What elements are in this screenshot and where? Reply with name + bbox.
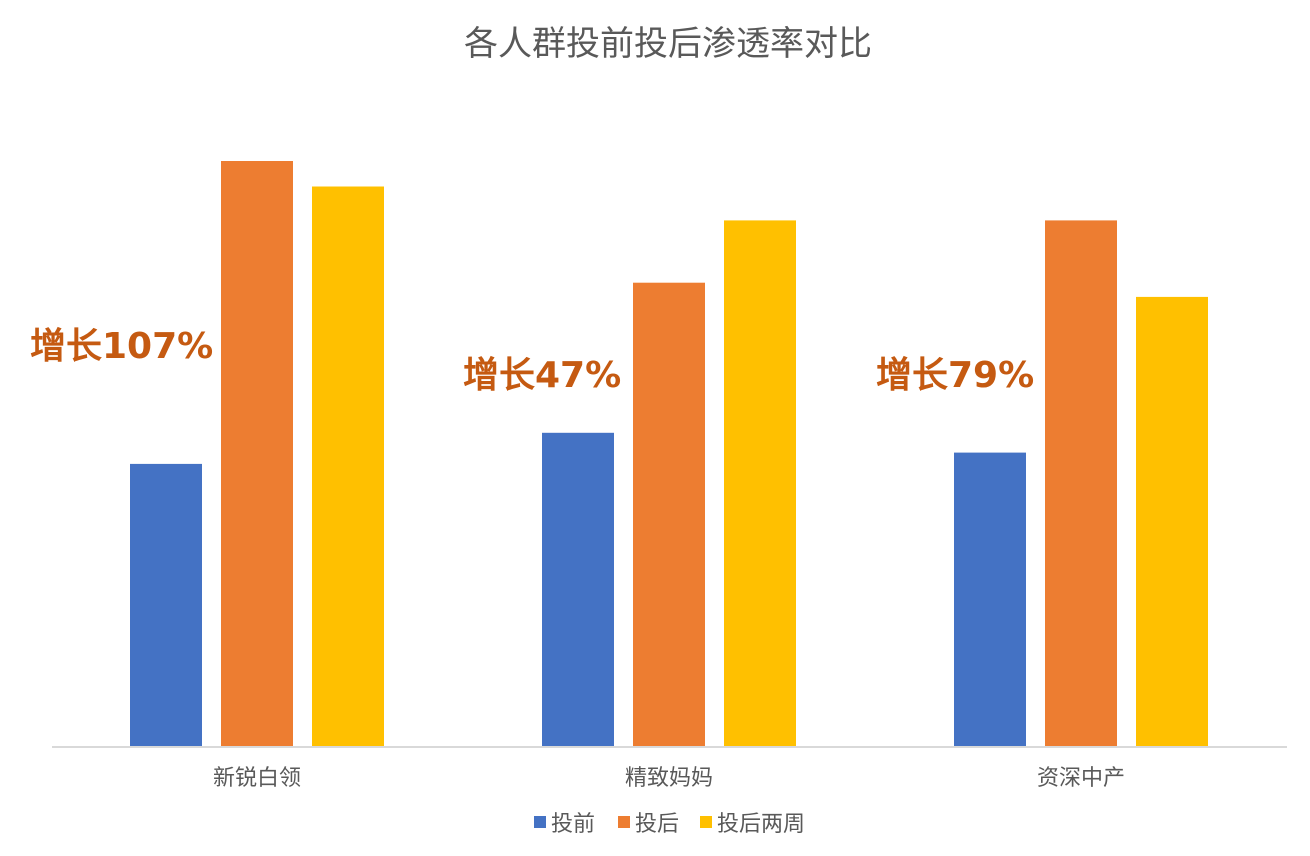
legend-label: 投后 [635, 812, 679, 837]
legend-swatch [700, 816, 712, 828]
bars-group [130, 161, 1208, 747]
x-tick-label: 新锐白领 [213, 766, 301, 791]
growth-annotation: 增长47% [463, 355, 621, 396]
bar-2-2 [1136, 296, 1208, 747]
bar-0-1 [221, 161, 293, 747]
legend-swatch [618, 816, 630, 828]
x-tick-labels: 新锐白领 精致妈妈 资深中产 [213, 766, 1125, 791]
legend-label: 投后两周 [717, 812, 805, 837]
legend-swatch [534, 816, 546, 828]
bar-0-0 [130, 463, 202, 747]
annotations: 增长107% 增长47% 增长79% [30, 326, 1034, 396]
x-tick-label: 精致妈妈 [625, 766, 713, 791]
chart-title: 各人群投前投后渗透率对比 [464, 24, 872, 64]
x-tick-label: 资深中产 [1037, 766, 1125, 791]
bar-0-2 [312, 186, 384, 747]
growth-annotation: 增长79% [876, 355, 1034, 396]
growth-annotation: 增长107% [30, 326, 213, 367]
bar-1-0 [542, 432, 614, 747]
legend-label: 投前 [551, 812, 595, 837]
bar-1-1 [633, 282, 705, 747]
bar-2-1 [1045, 220, 1117, 747]
bar-2-0 [954, 452, 1026, 747]
legend: 投前 投后 投后两周 [534, 812, 805, 837]
bar-1-2 [724, 220, 796, 747]
